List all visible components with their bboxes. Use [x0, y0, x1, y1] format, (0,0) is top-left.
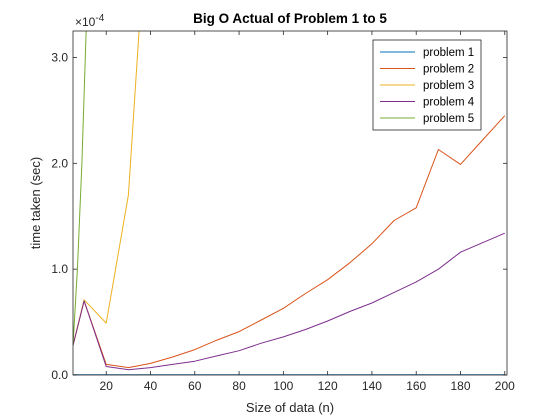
- legend-label: problem 1: [423, 47, 474, 59]
- y-tick-label: 0.0: [51, 368, 68, 382]
- x-tick-label: 20: [100, 379, 114, 393]
- legend-label: problem 2: [423, 64, 474, 76]
- y-axis-label: time taken (sec): [28, 157, 43, 249]
- y-tick-label: 2.0: [51, 156, 68, 170]
- legend-label: problem 4: [423, 97, 475, 109]
- x-tick-label: 40: [144, 379, 158, 393]
- exponent-base: ×10: [75, 15, 96, 29]
- chart-title: Big O Actual of Problem 1 to 5: [193, 11, 387, 26]
- x-tick-label: 180: [450, 379, 470, 393]
- x-axis-label: Size of data (n): [246, 400, 334, 415]
- x-tick-label: 120: [318, 379, 338, 393]
- y-tick-label: 1.0: [51, 262, 68, 276]
- x-tick-label: 160: [406, 379, 426, 393]
- x-tick-label: 60: [188, 379, 202, 393]
- legend: problem 1 problem 2 problem 3 problem 4 prob…: [373, 40, 481, 130]
- legend-label: problem 5: [423, 113, 474, 125]
- x-tick-label: 140: [362, 379, 382, 393]
- legend-label: problem 3: [423, 80, 474, 92]
- x-tick-label: 80: [232, 379, 246, 393]
- x-tick-label: 200: [495, 379, 515, 393]
- y-tick-label: 3.0: [51, 50, 68, 64]
- exponent-power: -4: [95, 13, 104, 24]
- x-tick-label: 100: [273, 379, 293, 393]
